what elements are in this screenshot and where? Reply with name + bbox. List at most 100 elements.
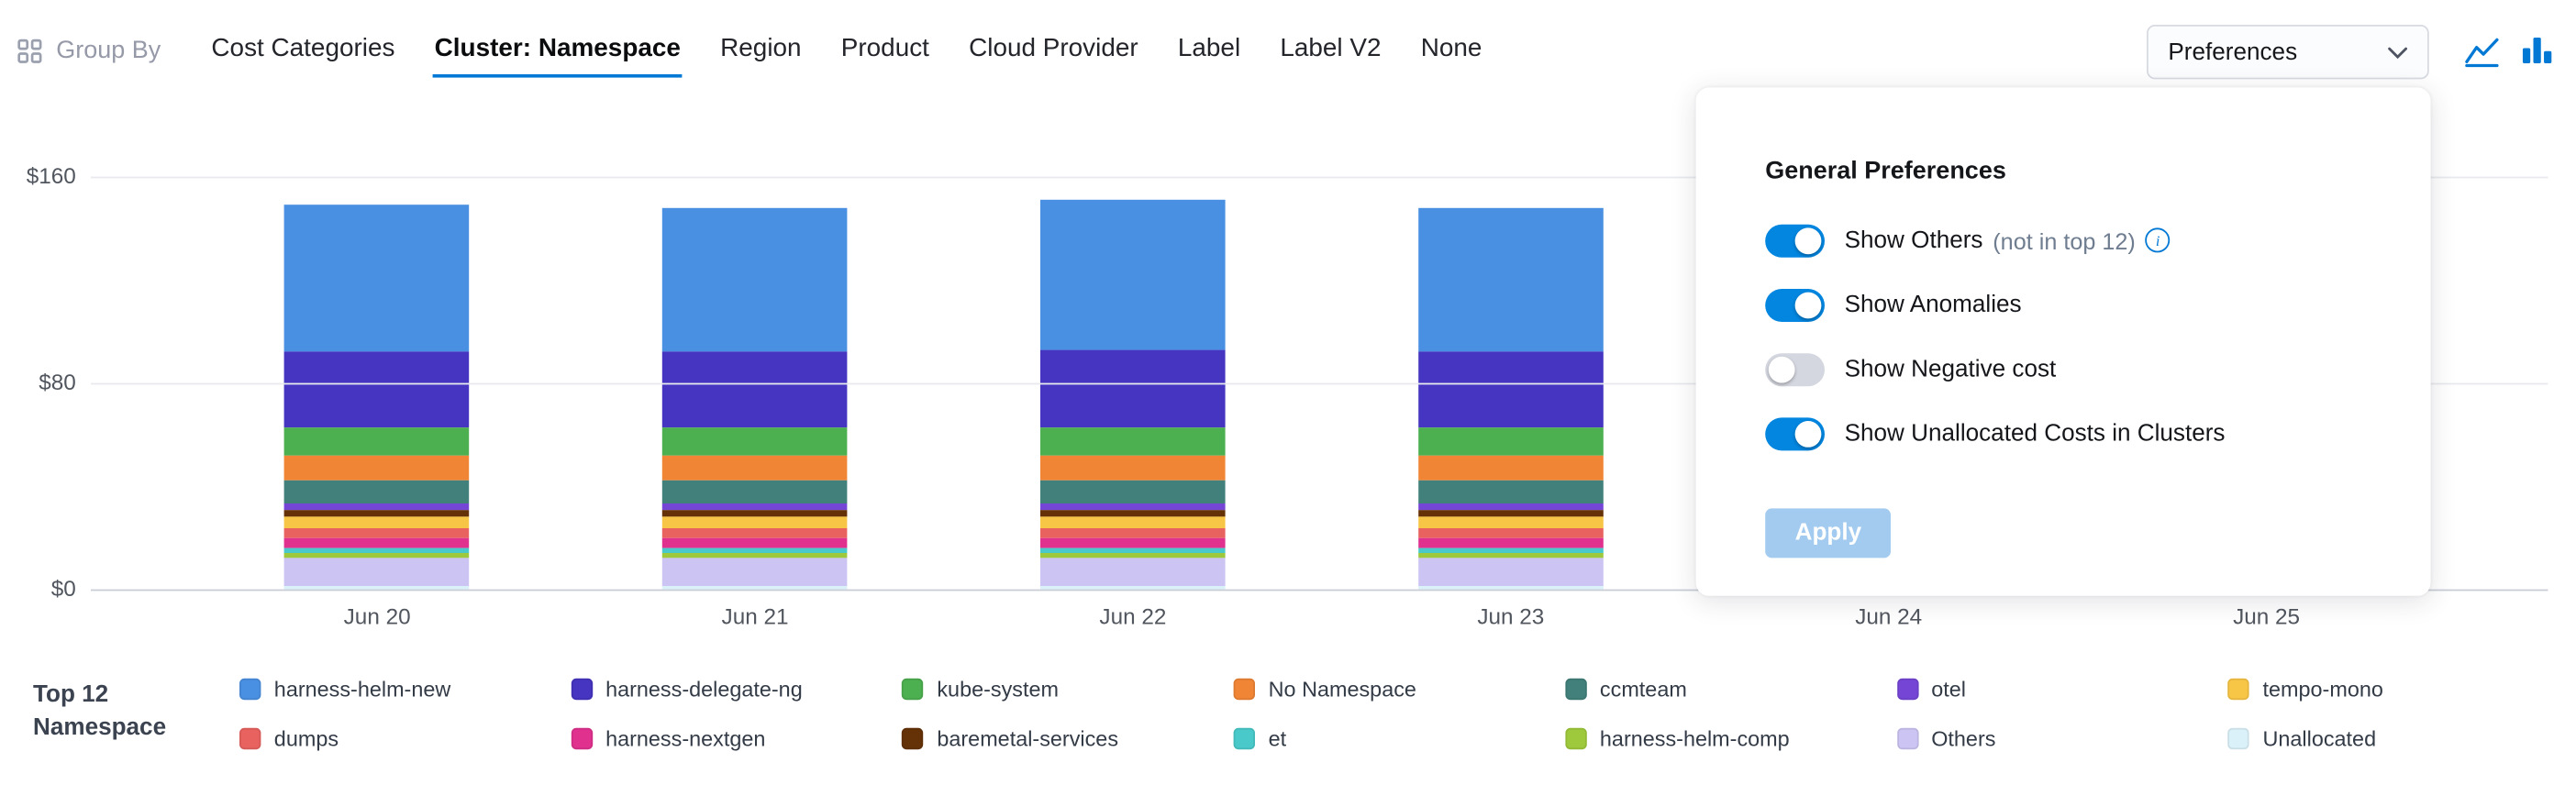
bar-segment-tempo-mono[interactable]	[1418, 516, 1604, 528]
bar-segment-kube-system[interactable]	[1418, 426, 1604, 456]
tab-label[interactable]: Label	[1177, 33, 1241, 62]
legend-item-tempo-mono[interactable]: tempo-mono	[2227, 675, 2559, 702]
toggle-show-unallocated-costs-in-clusters[interactable]	[1765, 416, 1825, 450]
toggle-show-anomalies[interactable]	[1765, 288, 1825, 322]
bar-segment-others[interactable]	[662, 558, 848, 587]
bar-segment-kube-system[interactable]	[1040, 426, 1226, 456]
bar-segment-et[interactable]	[662, 547, 848, 554]
info-icon[interactable]: i	[2145, 227, 2171, 253]
tab-label-v2[interactable]: Label V2	[1280, 33, 1382, 62]
tab-product[interactable]: Product	[840, 33, 929, 62]
bar-segment-harness-nextgen[interactable]	[1040, 537, 1226, 548]
bar-segment-dumps[interactable]	[662, 527, 848, 538]
bar-segment-otel[interactable]	[1418, 503, 1604, 510]
legend-item-unallocated[interactable]: Unallocated	[2227, 724, 2559, 751]
legend-item-baremetal-services[interactable]: baremetal-services	[902, 724, 1234, 751]
bar-segment-kube-system[interactable]	[662, 426, 848, 456]
bar-segment-ccmteam[interactable]	[1040, 481, 1226, 504]
bar-segment-harness-nextgen[interactable]	[662, 537, 848, 548]
bar-segment-harness-nextgen[interactable]	[284, 537, 470, 548]
tab-cloud-provider[interactable]: Cloud Provider	[969, 33, 1138, 62]
chart-type-switcher	[2464, 33, 2555, 70]
toggle-knob	[1794, 227, 1822, 254]
legend-item-harness-nextgen[interactable]: harness-nextgen	[571, 724, 902, 751]
bar-segment-baremetal-services[interactable]	[1418, 509, 1604, 517]
bar-segment-dumps[interactable]	[1418, 527, 1604, 538]
bar-segment-otel[interactable]	[284, 503, 470, 510]
bar-segment-no-namespace[interactable]	[1040, 455, 1226, 481]
preferences-button[interactable]: Preferences	[2147, 25, 2429, 80]
toggle-show-others[interactable]	[1765, 223, 1825, 257]
bar-segment-et[interactable]	[284, 547, 470, 554]
legend-item-harness-helm-comp[interactable]: harness-helm-comp	[1565, 724, 1896, 751]
bar-segment-ccmteam[interactable]	[284, 481, 470, 504]
bar-segment-harness-helm-comp[interactable]	[662, 553, 848, 558]
legend-item-et[interactable]: et	[1233, 724, 1565, 751]
legend-label: et	[1268, 725, 1287, 751]
stacked-bar-jun-22[interactable]	[1040, 199, 1226, 590]
bar-segment-baremetal-services[interactable]	[1040, 509, 1226, 517]
bar-segment-harness-helm-comp[interactable]	[1418, 553, 1604, 558]
preferences-panel: General Preferences Show Others (not in t…	[1695, 87, 2431, 596]
legend-item-otel[interactable]: otel	[1896, 675, 2227, 702]
bar-segment-no-namespace[interactable]	[1418, 455, 1604, 481]
bar-segment-harness-delegate-ng[interactable]	[284, 351, 470, 427]
bar-segment-others[interactable]	[1418, 558, 1604, 587]
bar-segment-tempo-mono[interactable]	[284, 516, 470, 528]
bar-segment-tempo-mono[interactable]	[662, 516, 848, 528]
tab-region[interactable]: Region	[720, 33, 802, 62]
bar-segment-tempo-mono[interactable]	[1040, 516, 1226, 528]
legend-swatch	[1896, 677, 1918, 700]
bar-segment-harness-helm-comp[interactable]	[1040, 553, 1226, 558]
legend-item-no-namespace[interactable]: No Namespace	[1233, 675, 1565, 702]
line-chart-icon[interactable]	[2464, 33, 2501, 70]
tab-cluster-namespace[interactable]: Cluster: Namespace	[432, 23, 683, 78]
bar-segment-harness-helm-new[interactable]	[662, 207, 848, 352]
bar-segment-unallocated[interactable]	[284, 586, 470, 590]
bar-segment-ccmteam[interactable]	[662, 481, 848, 504]
bar-segment-baremetal-services[interactable]	[662, 509, 848, 517]
apply-button[interactable]: Apply	[1765, 508, 1892, 558]
bar-segment-unallocated[interactable]	[1418, 586, 1604, 590]
legend-item-kube-system[interactable]: kube-system	[902, 675, 1234, 702]
bar-segment-baremetal-services[interactable]	[284, 509, 470, 517]
bar-segment-no-namespace[interactable]	[284, 455, 470, 481]
tab-cost-categories[interactable]: Cost Categories	[211, 33, 395, 62]
toggle-show-negative-cost[interactable]	[1765, 352, 1825, 386]
legend-title-line2: Namespace	[33, 714, 167, 742]
bar-segment-harness-helm-comp[interactable]	[284, 553, 470, 558]
stacked-bar-jun-21[interactable]	[662, 207, 848, 590]
legend-item-harness-helm-new[interactable]: harness-helm-new	[239, 675, 571, 702]
tab-none[interactable]: None	[1420, 33, 1482, 62]
bar-segment-otel[interactable]	[662, 503, 848, 510]
bar-segment-no-namespace[interactable]	[662, 455, 848, 481]
bar-segment-harness-helm-new[interactable]	[284, 205, 470, 352]
bar-segment-harness-delegate-ng[interactable]	[1418, 351, 1604, 427]
bar-chart-icon[interactable]	[2518, 33, 2555, 70]
legend-label: otel	[1931, 676, 1966, 702]
bar-segment-otel[interactable]	[1040, 503, 1226, 510]
bar-segment-ccmteam[interactable]	[1418, 481, 1604, 504]
bar-segment-unallocated[interactable]	[662, 586, 848, 590]
bar-segment-unallocated[interactable]	[1040, 586, 1226, 590]
legend-item-dumps[interactable]: dumps	[239, 724, 571, 751]
bar-segment-others[interactable]	[284, 558, 470, 587]
group-by: Group By	[17, 37, 161, 64]
legend-item-harness-delegate-ng[interactable]: harness-delegate-ng	[571, 675, 902, 702]
bar-segment-harness-delegate-ng[interactable]	[1040, 349, 1226, 427]
bar-segment-et[interactable]	[1040, 547, 1226, 554]
preference-labelwrap: Show Unallocated Costs in Clusters	[1845, 420, 2226, 447]
legend-item-others[interactable]: Others	[1896, 724, 2227, 751]
bar-segment-harness-delegate-ng[interactable]	[662, 351, 848, 427]
stacked-bar-jun-20[interactable]	[284, 205, 470, 590]
bar-segment-kube-system[interactable]	[284, 426, 470, 456]
legend-item-ccmteam[interactable]: ccmteam	[1565, 675, 1896, 702]
bar-segment-dumps[interactable]	[284, 527, 470, 538]
bar-segment-dumps[interactable]	[1040, 527, 1226, 538]
bar-segment-others[interactable]	[1040, 558, 1226, 587]
bar-segment-et[interactable]	[1418, 547, 1604, 554]
bar-segment-harness-helm-new[interactable]	[1040, 199, 1226, 350]
bar-segment-harness-nextgen[interactable]	[1418, 537, 1604, 548]
bar-segment-harness-helm-new[interactable]	[1418, 207, 1604, 352]
stacked-bar-jun-23[interactable]	[1418, 207, 1604, 590]
